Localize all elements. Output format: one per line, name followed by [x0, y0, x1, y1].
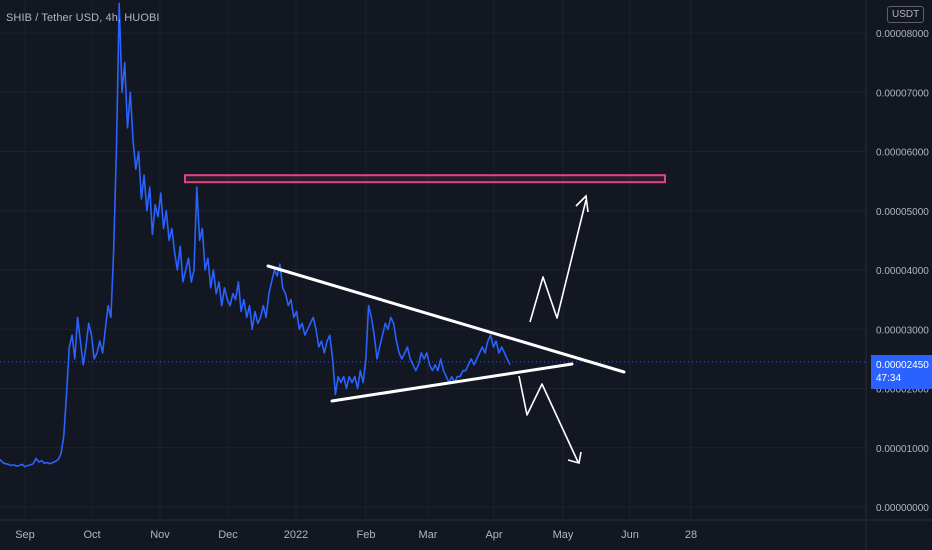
time-tick-label: Oct — [83, 529, 100, 541]
price-tick-label: 0.00000000 — [876, 503, 929, 514]
price-tick-label: 0.00007000 — [876, 88, 929, 99]
price-axis[interactable]: 0.00000000 0.00001000 0.00002000 0.00003000… — [876, 29, 929, 514]
breakdown-arrow[interactable] — [518, 375, 579, 463]
resistance-zone[interactable] — [184, 174, 666, 184]
time-axis[interactable]: Sep Oct Nov Dec 2022 Feb Mar Apr May Jun 28 — [15, 529, 697, 541]
currency-unit-badge[interactable]: USDT — [887, 6, 925, 23]
upper-trendline[interactable] — [266, 264, 626, 374]
price-tick-label: 0.00008000 — [876, 29, 929, 40]
price-tick-label: 0.00005000 — [876, 207, 929, 218]
price-tick-label: 0.00006000 — [876, 148, 929, 159]
time-tick-label: Dec — [218, 529, 238, 541]
time-tick-label: Nov — [150, 529, 170, 541]
price-tick-label: 0.00002000 — [876, 385, 929, 396]
price-tick-label: 0.00001000 — [876, 444, 929, 455]
candle-countdown: 47:34 — [876, 373, 902, 384]
price-series — [0, 2, 511, 468]
lower-trendline[interactable] — [330, 362, 574, 403]
time-tick-label: Apr — [485, 529, 502, 541]
breakout-up-arrowhead[interactable] — [575, 194, 589, 213]
time-tick-label: 2022 — [284, 529, 308, 541]
time-tick-label: Feb — [357, 529, 376, 541]
price-tick-label: 0.00003000 — [876, 325, 929, 336]
time-tick-label: Sep — [15, 529, 35, 541]
time-tick-label: 28 — [685, 529, 697, 541]
price-tick-label: 0.00004000 — [876, 266, 929, 277]
price-series-line — [0, 2, 511, 468]
symbol-title[interactable]: SHIB / Tether USD, 4h, HUOBI — [6, 12, 160, 24]
breakout-up-arrow[interactable] — [529, 199, 587, 323]
breakdown-arrowhead[interactable] — [567, 451, 582, 465]
current-price-label: 0.00002450 47:34 — [871, 355, 932, 389]
current-price-value: 0.00002450 — [876, 360, 929, 371]
time-tick-label: Jun — [621, 529, 639, 541]
time-tick-label: Mar — [419, 529, 438, 541]
time-tick-label: May — [553, 529, 574, 541]
chart-drawings[interactable] — [184, 174, 666, 465]
